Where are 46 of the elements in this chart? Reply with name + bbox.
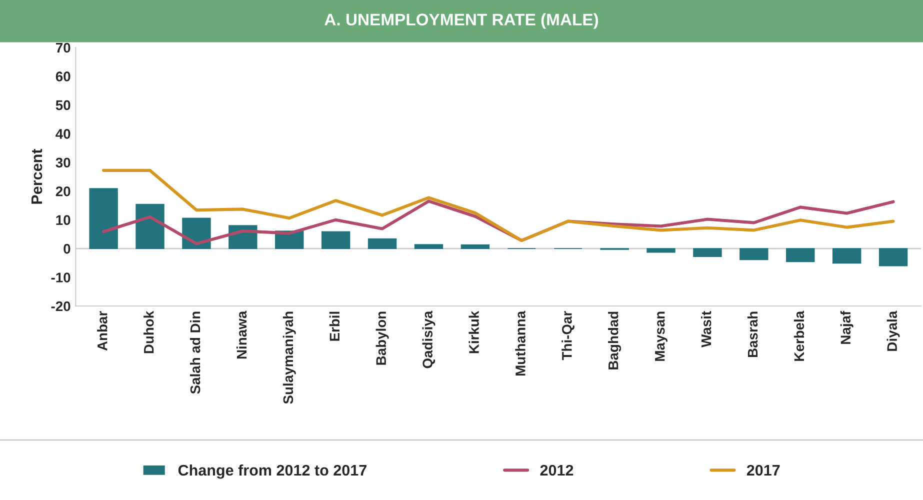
y-tick-label: 40 xyxy=(56,129,70,139)
x-tick-label: Sulaymaniyah xyxy=(282,312,296,404)
bar xyxy=(414,244,444,249)
y-tick-label: -10 xyxy=(51,272,70,282)
bar xyxy=(693,248,722,258)
x-tick-label: Diyala xyxy=(886,310,900,351)
y-tick-label: 30 xyxy=(56,158,70,168)
x-tick-label: Babylon xyxy=(376,312,389,365)
bar xyxy=(740,248,768,260)
x-tick-label: Basrah xyxy=(747,312,758,358)
x-tick-label: Baghdad xyxy=(608,312,622,370)
x-tick-label: Wasit xyxy=(700,311,712,348)
x-tick-label: Ninawa xyxy=(236,310,247,359)
y-tick-label: 50 xyxy=(56,100,70,110)
bar xyxy=(368,238,397,249)
bar xyxy=(460,244,490,249)
legend-label: Change from 2012 to 2017 xyxy=(178,464,366,479)
bar xyxy=(136,204,164,249)
x-tick-label: Erbil xyxy=(329,312,340,341)
y-tick-label: -20 xyxy=(51,301,70,312)
y-tick-label: 10 xyxy=(56,215,70,226)
bar xyxy=(878,248,908,266)
bar xyxy=(89,188,118,249)
x-tick-label: Thi-Qar xyxy=(562,311,574,360)
x-tick-label: Kirkuk xyxy=(468,310,479,354)
bar xyxy=(832,248,862,264)
legend-label: 2017 xyxy=(746,464,780,476)
legend-label: 2012 xyxy=(540,464,574,476)
bar xyxy=(646,248,676,253)
x-tick-label: Salah ad Din xyxy=(190,312,200,394)
x-tick-label: Kerbela xyxy=(794,310,804,361)
y-tick-label: 0 xyxy=(64,244,70,254)
x-tick-label: Najaf xyxy=(840,310,854,344)
x-tick-label: Duhok xyxy=(144,310,154,354)
x-tick-label: Qadisiya xyxy=(422,310,436,368)
x-tick-label: Anbar xyxy=(97,311,108,351)
y-tick-label: 70 xyxy=(56,42,70,53)
bar xyxy=(321,231,350,249)
line-series xyxy=(102,168,895,242)
chart-title: A. UNEMPLOYMENT RATE (MALE) xyxy=(324,13,598,29)
y-tick-label: 20 xyxy=(56,186,70,196)
x-tick-label: Maysan xyxy=(655,312,668,361)
bar xyxy=(786,248,815,262)
y-axis-title: Percent xyxy=(32,148,42,204)
x-tick-label: Muthanna xyxy=(515,310,526,376)
y-tick-label: 60 xyxy=(56,72,70,82)
